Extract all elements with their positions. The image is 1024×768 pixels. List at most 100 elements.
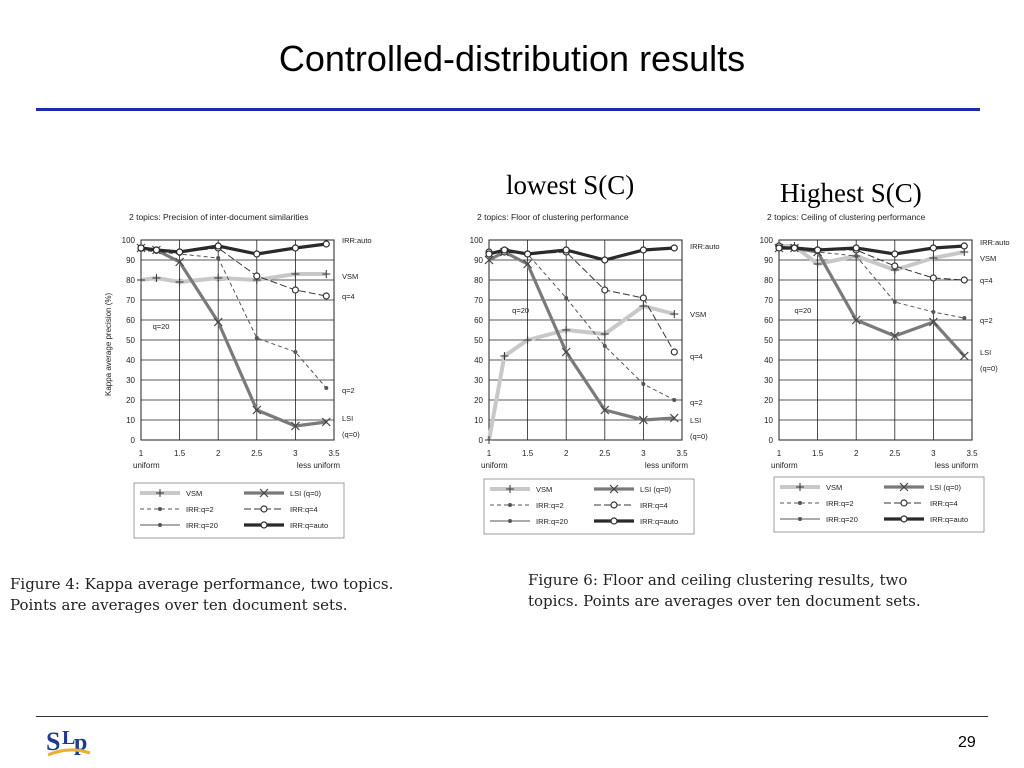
chart-3-series-lsi-point <box>928 317 938 327</box>
chart-3-legend-marker <box>798 501 802 505</box>
chart-2-series-irrauto-point <box>639 246 648 254</box>
caption-figure-4-line-2: Points are averages over ten document se… <box>10 596 348 614</box>
chart-2-ytick: 80 <box>474 276 483 285</box>
chart-1-ytick: 0 <box>131 436 136 445</box>
chart-1-ytick: 20 <box>126 396 135 405</box>
chart-2: 2 topics: Floor of clustering performanc… <box>470 212 720 535</box>
chart-1-ytick: 100 <box>122 236 136 245</box>
chart-1-label: q=20 <box>153 322 170 331</box>
chart-3-series-lsi-point <box>851 315 861 325</box>
chart-3-xtick: 1.5 <box>812 449 824 458</box>
chart-2-xtick: 3.5 <box>676 449 688 458</box>
chart-3: 2 topics: Ceiling of clustering performa… <box>760 212 1010 533</box>
caption-figure-4-line-1: Figure 4: Kappa average performance, two… <box>10 575 394 593</box>
chart-3-label: q=4 <box>980 276 993 285</box>
chart-3-label: (q=0) <box>980 364 998 373</box>
chart-1-series-vsm-point <box>291 270 300 278</box>
chart-2-ytick: 20 <box>474 396 483 405</box>
chart-2-series-irr2-point <box>564 296 569 300</box>
chart-3-ytick: 20 <box>764 396 773 405</box>
chart-1-ylabel: Kappa average precision (%) <box>104 292 113 396</box>
charts-canvas: 2 topics: Precision of inter-document si… <box>104 212 1010 539</box>
chart-1-legend-label: IRR:q=20 <box>186 521 218 530</box>
chart-3-legend-label: LSI (q=0) <box>930 483 962 492</box>
chart-3-series-irrauto-point <box>891 250 899 258</box>
chart-3-ytick: 0 <box>769 436 774 445</box>
chart-2-xtick: 3 <box>641 449 646 458</box>
chart-3-label: IRR:auto <box>980 238 1010 247</box>
chart-3-legend-label: VSM <box>826 483 842 492</box>
chart-2-legend-label: IRR:q=4 <box>640 501 668 510</box>
chart-3-title: 2 topics: Ceiling of clustering performa… <box>767 212 926 222</box>
chart-3-xtick: 3 <box>931 449 936 458</box>
chart-1-ytick: 40 <box>126 356 135 365</box>
chart-2-series-vsm-point <box>562 326 571 334</box>
chart-1-ytick: 70 <box>126 296 135 305</box>
chart-3-ytick: 80 <box>764 276 773 285</box>
chart-1-series-irr2-line <box>140 249 327 389</box>
chart-1-label: q=4 <box>342 292 355 301</box>
chart-2-legend-marker <box>610 501 618 509</box>
chart-3-ytick: 90 <box>764 256 773 265</box>
chart-2-series-lsi-line <box>488 250 675 422</box>
chart-1-xsub-right: less uniform <box>297 461 340 470</box>
chart-1-title: 2 topics: Precision of inter-document si… <box>129 212 309 222</box>
chart-3-series-irr4-point <box>929 274 938 282</box>
chart-2-ytick: 70 <box>474 296 483 305</box>
chart-2-series-irrauto-point <box>562 246 570 254</box>
chart-2-legend-marker <box>610 517 618 525</box>
chart-1-legend-label: VSM <box>186 489 202 498</box>
chart-2-series-irr2-point <box>641 382 646 386</box>
chart-1-legend-marker <box>158 523 162 527</box>
chart-1-ytick: 30 <box>126 376 135 385</box>
chart-1-ytick: 50 <box>126 336 135 345</box>
chart-2-legend-label: VSM <box>536 485 552 494</box>
chart-2-label: LSI <box>690 416 701 425</box>
chart-1-series-vsm-point <box>214 274 223 282</box>
chart-1-xtick: 3 <box>293 449 298 458</box>
chart-3-series-vsm-point <box>813 260 822 268</box>
chart-3-xtick: 3.5 <box>966 449 978 458</box>
chart-3-xsub-left: uniform <box>771 461 798 470</box>
chart-2-series-irrauto-point <box>500 246 509 254</box>
chart-1-series-irr4-point <box>291 286 299 294</box>
chart-2-series-lsi-point <box>669 413 679 423</box>
chart-2-series-vsm-point <box>485 436 493 444</box>
chart-1-series-irr2-point <box>324 386 329 390</box>
chart-1-legend-label: IRR:q=auto <box>290 521 328 530</box>
chart-1-frame <box>140 239 335 441</box>
chart-1-series-vsm-point <box>322 270 331 278</box>
chart-1-xtick: 2.5 <box>251 449 263 458</box>
chart-2-ytick: 40 <box>474 356 483 365</box>
chart-1-xtick: 2 <box>216 449 221 458</box>
chart-1-series-vsm-point <box>175 278 184 286</box>
chart-3-label: LSI <box>980 348 991 357</box>
chart-1-series-vsm-point <box>137 276 145 284</box>
chart-1-xsub-left: uniform <box>133 461 160 470</box>
chart-2-frame <box>488 239 683 441</box>
chart-2-legend-label: IRR:q=2 <box>536 501 564 510</box>
chart-1-series-lsi-point <box>321 417 331 427</box>
chart-3-xtick: 2 <box>854 449 859 458</box>
chart-2-legend-marker <box>508 503 512 507</box>
slide-title: Controlled-distribution results <box>278 38 746 79</box>
chart-1-label: LSI <box>342 414 353 423</box>
chart-2-series-irr4-point <box>670 348 678 356</box>
chart-3-legend-marker <box>798 517 802 521</box>
chart-1-legend-marker <box>158 507 162 511</box>
chart-1-xtick: 3.5 <box>328 449 340 458</box>
chart-2-series-lsi-point <box>561 347 571 357</box>
chart-1-series-lsi-point <box>175 257 185 267</box>
chart-1-series-lsi-point <box>213 317 223 327</box>
chart-1-ytick: 10 <box>126 416 135 425</box>
annotation-lowest: lowest S(C) <box>506 170 635 200</box>
chart-3-frame <box>778 239 973 441</box>
footer-divider <box>36 716 988 717</box>
chart-2-series-lsi-point <box>484 255 494 265</box>
chart-1-legend-marker <box>260 505 268 513</box>
chart-2-series-vsm-point <box>670 310 679 318</box>
chart-3-legend-marker <box>796 483 804 491</box>
chart-3-series-vsm-point <box>929 254 938 262</box>
chart-2-series-irr2-point <box>602 344 607 348</box>
chart-3-xsub-right: less uniform <box>935 461 978 470</box>
